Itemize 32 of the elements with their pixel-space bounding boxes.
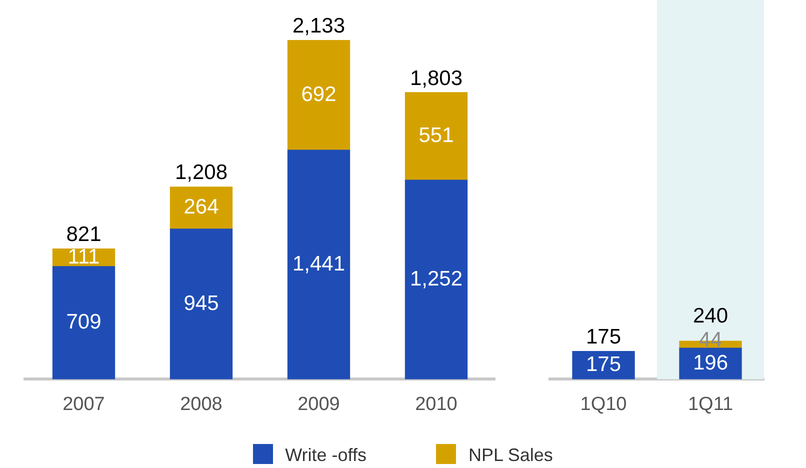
data-label: 111	[68, 245, 100, 268]
data-label: 44	[698, 328, 722, 352]
legend-label: Write -offs	[284, 444, 366, 466]
x-tick-label: 2010	[415, 394, 458, 415]
data-label: 264	[184, 196, 220, 219]
total-label: 175	[586, 326, 622, 349]
x-tick-label: 1Q11	[688, 394, 734, 415]
data-label: 1,441	[292, 252, 346, 276]
total-label: 1,208	[174, 161, 228, 184]
data-label: 709	[66, 310, 102, 334]
x-tick-label: 1Q10	[580, 394, 627, 415]
bar	[404, 180, 468, 380]
bar	[287, 150, 350, 380]
total-label: 821	[66, 223, 102, 246]
total-label: 2,133	[292, 14, 346, 38]
total-label: 1,803	[410, 66, 463, 90]
x-tick-label: 2009	[298, 394, 340, 415]
data-label: 196	[692, 351, 728, 374]
data-label: 945	[184, 292, 219, 315]
data-label: 175	[586, 353, 622, 376]
bar	[170, 186, 233, 230]
total-label: 240	[692, 304, 728, 328]
bar	[170, 228, 233, 380]
bar	[52, 266, 116, 380]
x-tick-label: 2008	[180, 394, 222, 415]
legend-label: NPL Sales	[467, 444, 553, 466]
bar	[287, 40, 350, 150]
data-label: 692	[301, 82, 336, 106]
data-label: 1,252	[410, 267, 463, 290]
data-label: 551	[418, 124, 454, 148]
x-tick-label: 2007	[62, 394, 105, 415]
bar	[404, 92, 468, 180]
